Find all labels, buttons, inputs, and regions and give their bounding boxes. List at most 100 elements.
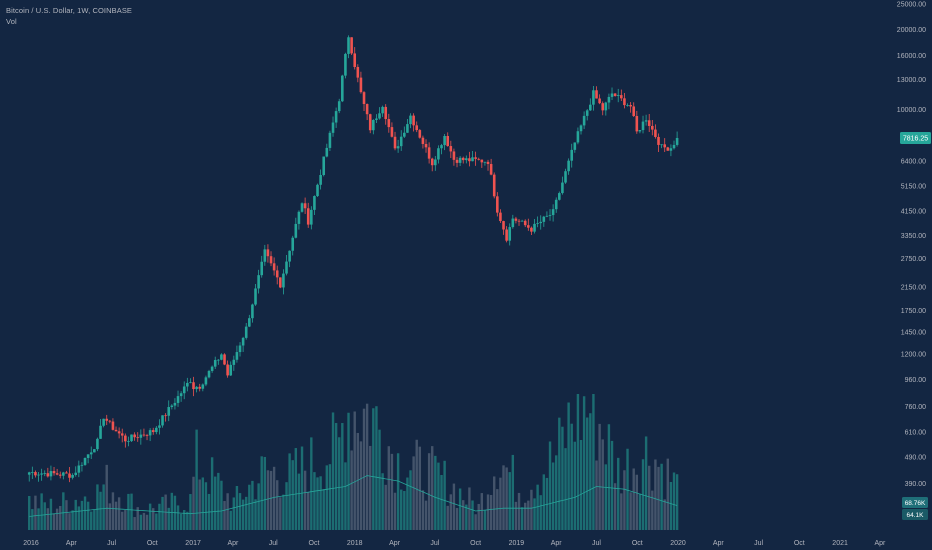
candle [27,471,31,482]
candle-body [480,159,484,163]
candle-body [607,96,611,103]
volume-bar [536,484,539,530]
volume-bar [145,514,149,530]
candle [635,110,639,134]
candle-body [620,95,623,99]
volume-bar [551,462,555,530]
candle [207,369,211,379]
candle [108,419,112,424]
candle [359,71,363,94]
candle-body [576,131,580,143]
candle-body [660,144,663,146]
volume-bar [396,453,400,530]
candle-body [117,431,121,434]
candle-body [86,454,90,458]
candle-body [511,218,515,228]
candle-body [427,147,431,159]
candle-body [139,434,143,438]
candle [372,119,375,135]
volume-bar [130,493,133,530]
candle [511,214,515,229]
volume-bar [99,491,102,530]
volume-bar [632,468,635,530]
volume-bar [579,439,583,530]
candle [384,104,388,125]
candle-body [399,136,403,147]
candle-body [142,434,146,436]
volume-bar [672,472,676,530]
volume-bar [313,472,316,530]
volume-bar [573,441,577,530]
candle [65,470,68,474]
volume-bar [613,483,617,530]
candle-body [368,114,372,131]
candle-body [108,420,112,422]
candle [595,86,598,99]
candle [434,156,437,171]
candle-body [241,337,245,346]
time-tick-label: 2019 [509,540,525,547]
candle [331,116,335,137]
candle-body [496,196,499,213]
volume-bar [533,498,536,530]
candle [102,418,105,428]
volume-bar [300,446,304,530]
candle [254,284,257,306]
volume-bar [347,412,350,530]
candle [46,467,50,478]
candle-body [632,106,636,116]
candle [657,133,660,152]
volume-bar [356,432,360,530]
candle [576,127,580,145]
volume-bar [657,466,660,530]
candle [179,391,183,402]
candle [551,204,555,222]
volume-bar [499,477,502,530]
candle [415,121,419,133]
volume-bar [245,496,248,530]
volume-bar [390,453,394,530]
candle [492,172,496,199]
volume-bar [319,476,322,530]
candle-body [561,182,564,194]
candle [62,471,65,480]
candle-body [133,434,136,438]
candle [220,353,223,361]
candle-body [406,124,409,133]
volume-bar [548,441,552,530]
candle [130,434,133,443]
candle [558,191,561,201]
volume-badge-label: 68.76K [905,500,926,507]
candle-body [378,113,381,119]
candle-body [582,115,586,126]
candle-body [316,184,319,197]
candle [505,226,508,243]
volume-bar [626,448,629,530]
volume-bar [610,440,614,530]
candle [458,156,462,166]
candle [406,118,409,133]
volume-bar [654,459,657,530]
volume-bar [493,476,496,530]
candle [561,176,564,195]
candle-body [520,220,524,222]
candle-body [455,159,459,163]
candle-body [145,435,149,436]
candle-body [452,151,456,160]
candle [344,52,347,79]
volume-bar [288,453,291,530]
candle [387,113,391,133]
candle-body [539,221,543,224]
candle-body [275,270,279,278]
candle [449,140,453,159]
volume-bar [530,489,533,530]
candle [483,161,487,166]
price-tick-label: 10000.00 [897,107,926,114]
candle-body [527,225,530,228]
candle-body [220,354,223,360]
volume-bar [592,394,595,530]
candle-body [341,75,344,102]
volume-bar [90,511,93,530]
